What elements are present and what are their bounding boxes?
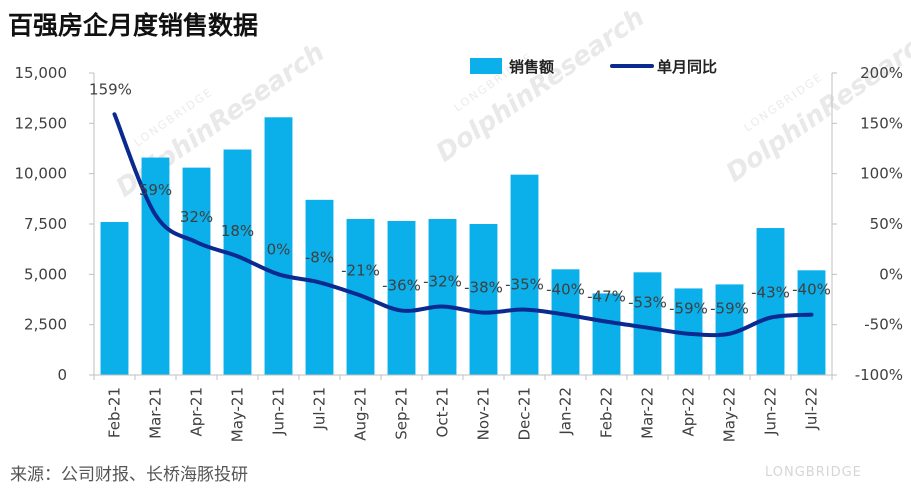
x-tick-label: Feb-21: [106, 387, 124, 438]
legend: 销售额 单月同比: [470, 58, 717, 76]
yoy-data-label: -36%: [382, 277, 421, 295]
yoy-data-label: 32%: [180, 208, 213, 226]
yoy-data-label: -40%: [792, 281, 831, 299]
yoy-data-label: -43%: [751, 284, 790, 302]
yoy-data-label: -40%: [546, 281, 585, 299]
bar-Jul-21: [305, 199, 334, 375]
watermark-brand-large: DolphinResearch: [721, 22, 911, 188]
y-right-tick-label: -100%: [855, 366, 903, 384]
x-tick-label: Dec-21: [516, 387, 534, 441]
x-tick-label: Mar-22: [639, 387, 657, 439]
corner-brand-text: LONGBRIDGE: [765, 465, 862, 480]
y-right-tick-label: 0%: [879, 265, 903, 283]
x-tick-label: Mar-21: [147, 387, 165, 439]
x-tick-label: Jan-22: [557, 387, 575, 436]
bar-Oct-21: [428, 218, 457, 375]
bar-Jul-22: [797, 270, 826, 375]
bar-Sep-21: [387, 220, 416, 375]
y-left-tick-label: 7,500: [24, 215, 67, 233]
yoy-data-label: -47%: [587, 288, 626, 306]
data-labels: 159%59%32%18%0% -8%-21%-36% -32% -38% -35% -4…: [89, 80, 831, 317]
x-tick-label: Sep-21: [393, 387, 411, 440]
x-tick-label: Nov-21: [475, 387, 493, 440]
yoy-data-label: 159%: [89, 80, 132, 98]
bar-Nov-21: [469, 224, 498, 375]
yoy-data-label: 18%: [221, 222, 254, 240]
bar-Jan-22: [551, 269, 580, 375]
y-right-tick-label: -50%: [864, 316, 903, 334]
bar-Feb-21: [100, 221, 129, 375]
y-left-tick-label: 10,000: [15, 165, 68, 183]
chart-title: 百强房企月度销售数据: [8, 11, 259, 40]
yoy-data-label: -35%: [505, 276, 544, 294]
y-left-tick-label: 2,500: [24, 316, 67, 334]
y-left-tick-label: 0: [57, 366, 67, 384]
bar-Dec-21: [510, 174, 539, 375]
x-tick-label: Jul-22: [803, 387, 821, 431]
y-right-tick-label: 200%: [860, 64, 903, 82]
y-right-tick-label: 50%: [870, 215, 903, 233]
bar-Jun-22: [756, 228, 785, 375]
y-left-tick-label: 5,000: [24, 265, 67, 283]
watermark-brand-large: DolphinResearch: [431, 2, 650, 168]
yoy-data-label: 0%: [267, 240, 291, 258]
bar-Feb-22: [592, 293, 621, 375]
bar-series: [100, 117, 826, 375]
yoy-data-label: -59%: [669, 300, 708, 318]
axes: 0 2,500 5,000 7,500 10,000 12,500 15,000 -100% -…: [15, 64, 904, 442]
bar-Apr-21: [182, 167, 211, 375]
yoy-data-label: -8%: [305, 248, 334, 266]
x-tick-label: Feb-22: [598, 387, 616, 438]
y-left-tick-label: 12,500: [15, 114, 68, 132]
bar-Jun-21: [264, 117, 293, 375]
y-right-tick-label: 150%: [860, 114, 903, 132]
x-tick-label: Apr-22: [680, 387, 698, 437]
yoy-data-label: -21%: [341, 261, 380, 279]
source-note: 来源：公司财报、长桥海豚投研: [10, 465, 248, 485]
line-series: [112, 112, 814, 338]
x-tick-label: May-22: [721, 387, 739, 442]
legend-bar-label: 销售额: [509, 58, 554, 76]
yoy-line: [112, 112, 814, 338]
y-left-tick-label: 15,000: [15, 64, 68, 82]
x-tick-label: Aug-21: [352, 387, 370, 441]
yoy-data-label: -53%: [628, 294, 667, 312]
x-tick-label: Jul-21: [311, 387, 329, 431]
x-tick-label: May-21: [229, 387, 247, 442]
yoy-data-label: 59%: [139, 181, 172, 199]
y-right-tick-label: 100%: [860, 165, 903, 183]
yoy-data-label: -59%: [710, 300, 749, 318]
legend-line-label: 单月同比: [657, 58, 717, 76]
x-tick-label: Oct-21: [434, 387, 452, 437]
legend-bar-swatch: [470, 58, 502, 74]
yoy-data-label: -32%: [423, 273, 462, 291]
yoy-data-label: -38%: [464, 279, 503, 297]
x-tick-label: Jun-22: [762, 387, 780, 436]
x-tick-label: Apr-21: [188, 387, 206, 437]
x-tick-label: Jun-21: [270, 387, 288, 436]
bar-Mar-22: [633, 272, 662, 375]
